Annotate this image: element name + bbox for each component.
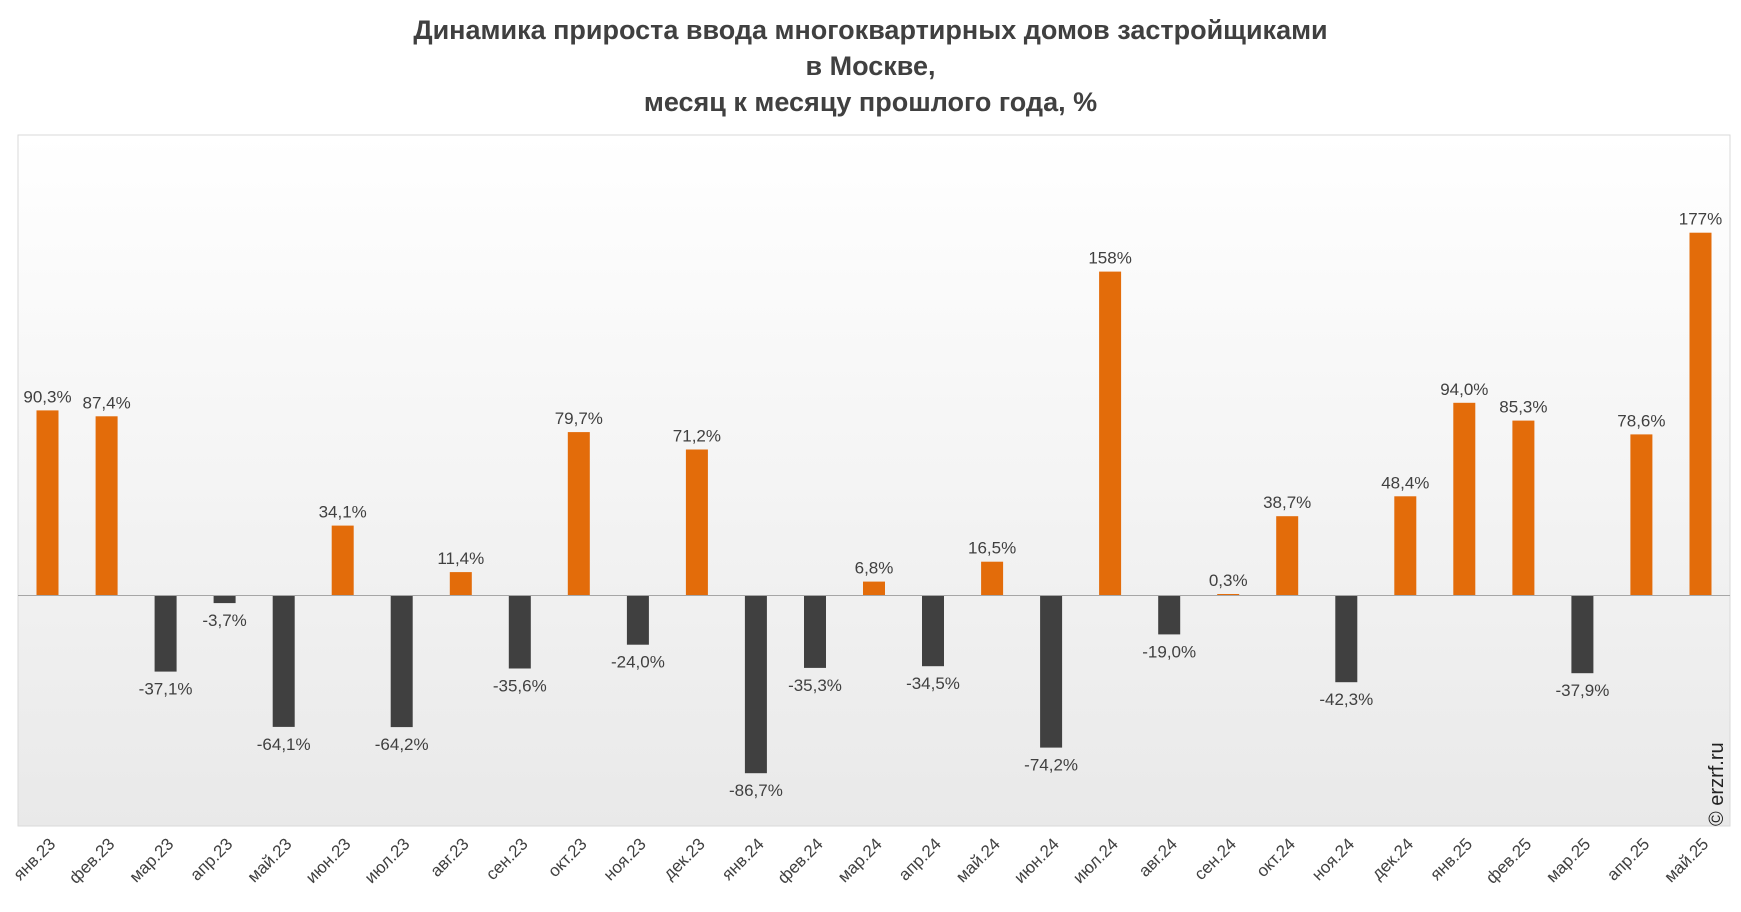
bar-янв.24 [744,595,767,774]
bar-окт.23 [567,432,590,596]
bar-июн.24 [1040,595,1063,748]
data-label-окт.24: 38,7% [1263,493,1311,512]
data-label-июл.23: -64,2% [375,735,429,754]
x-tick-label-сен.23: сен.23 [482,834,531,883]
data-labels-layer: 90,3% 87,4% -37,1% -3,7% -64,1% 34,1% -64,2% 11… [23,210,1722,801]
data-label-янв.25: 94,0% [1440,380,1488,399]
data-label-янв.24: -86,7% [729,781,783,800]
bar-фев.24 [804,595,826,668]
x-tick-labels-layer: янв.23 фев.23 мар.23 апр.23 май.23 июн.23 июл.… [10,834,1713,887]
x-tick-label-фев.23: фев.23 [65,834,118,887]
data-label-мар.23: -37,1% [139,680,193,699]
bar-фев.25 [1512,420,1535,596]
bar-июл.24 [1099,271,1122,596]
chart-title-line-2: в Москве, [805,51,936,81]
x-tick-label-янв.23: янв.23 [10,834,60,884]
data-label-фев.25: 85,3% [1499,398,1547,417]
bar-авг.23 [449,572,472,596]
bar-авг.24 [1158,595,1181,635]
data-label-мар.24: 6,8% [855,559,894,578]
chart-title: Динамика прироста ввода многоквартирных … [0,12,1741,120]
bar-июн.23 [331,525,354,596]
bar-ноя.23 [626,595,649,645]
bar-янв.25 [1453,402,1476,596]
x-tick-label-мар.23: мар.23 [126,834,178,886]
plot-area [17,134,1731,827]
data-label-май.23: -64,1% [257,735,311,754]
data-label-авг.24: -19,0% [1142,643,1196,662]
x-tick-label-ноя.24: ноя.24 [1308,834,1358,884]
x-tick-label-мар.25: мар.25 [1542,834,1594,886]
x-tick-label-май.23: май.23 [244,834,296,886]
data-label-фев.24: -35,3% [788,676,842,695]
data-label-дек.24: 48,4% [1381,473,1429,492]
x-tick-label-авг.24: авг.24 [1135,834,1181,880]
bar-ноя.24 [1335,595,1358,683]
x-tick-label-дек.24: дек.24 [1368,834,1417,883]
data-label-май.25: 177% [1679,210,1722,229]
copyright-watermark: © erzrf.ru [1706,742,1728,826]
data-label-янв.23: 90,3% [23,387,71,406]
chart-title-line-3: месяц к месяцу прошлого года, % [643,87,1098,117]
x-tick-label-мар.24: мар.24 [834,834,886,886]
chart-title-line-1: Динамика прироста ввода многоквартирных … [413,15,1328,45]
bar-май.25 [1689,232,1712,596]
x-tick-label-апр.24: апр.24 [895,834,945,884]
data-label-апр.23: -3,7% [202,611,246,630]
x-tick-label-окт.23: окт.23 [544,834,590,880]
data-label-фев.23: 87,4% [82,393,130,412]
x-tick-label-июн.24: июн.24 [1010,834,1063,887]
data-label-сен.23: -35,6% [493,677,547,696]
bar-май.23 [272,595,295,727]
bar-июл.23 [390,595,413,728]
x-tick-label-май.24: май.24 [952,834,1004,886]
data-label-июн.24: -74,2% [1024,756,1078,775]
data-label-ноя.23: -24,0% [611,653,665,672]
x-tick-label-янв.25: янв.25 [1426,834,1476,884]
x-tick-label-сен.24: сен.24 [1191,834,1240,883]
bars-layer [36,232,1712,774]
bar-май.24 [981,561,1004,596]
data-label-апр.24: -34,5% [906,674,960,693]
bar-мар.24 [863,581,885,596]
bar-апр.25 [1630,434,1653,596]
x-tick-label-ноя.23: ноя.23 [600,834,650,884]
data-label-ноя.24: -42,3% [1319,690,1373,709]
x-tick-label-фев.25: фев.25 [1482,834,1535,887]
data-label-апр.25: 78,6% [1617,411,1665,430]
x-tick-label-июл.24: июл.24 [1069,834,1122,887]
data-label-май.24: 16,5% [968,539,1016,558]
bar-апр.23 [213,595,236,604]
bar-дек.23 [685,449,708,596]
bar-сен.23 [508,595,531,669]
x-tick-label-янв.24: янв.24 [718,834,768,884]
data-label-дек.23: 71,2% [673,427,721,446]
bar-сен.24 [1217,594,1240,596]
x-tick-label-авг.23: авг.23 [426,834,472,880]
data-label-окт.23: 79,7% [555,409,603,428]
x-tick-label-май.25: май.25 [1661,834,1713,886]
bar-дек.24 [1394,496,1417,596]
x-tick-label-фев.24: фев.24 [774,834,827,887]
bar-янв.23 [36,410,59,596]
data-label-авг.23: 11,4% [437,549,484,568]
x-tick-label-окт.24: окт.24 [1253,834,1299,880]
x-tick-label-дек.23: дек.23 [660,834,709,883]
bar-мар.25 [1571,595,1594,674]
data-label-июн.23: 34,1% [319,503,367,522]
bar-окт.24 [1276,516,1299,596]
data-label-сен.24: 0,3% [1209,571,1248,590]
x-tick-label-июн.23: июн.23 [302,834,355,887]
x-tick-label-апр.23: апр.23 [186,834,236,884]
x-tick-label-июл.23: июл.23 [361,834,414,887]
bar-фев.23 [95,416,118,596]
data-label-мар.25: -37,9% [1555,681,1609,700]
x-tick-label-апр.25: апр.25 [1603,834,1653,884]
data-label-июл.24: 158% [1088,249,1131,268]
bar-мар.23 [154,595,177,672]
bar-апр.24 [922,595,944,667]
